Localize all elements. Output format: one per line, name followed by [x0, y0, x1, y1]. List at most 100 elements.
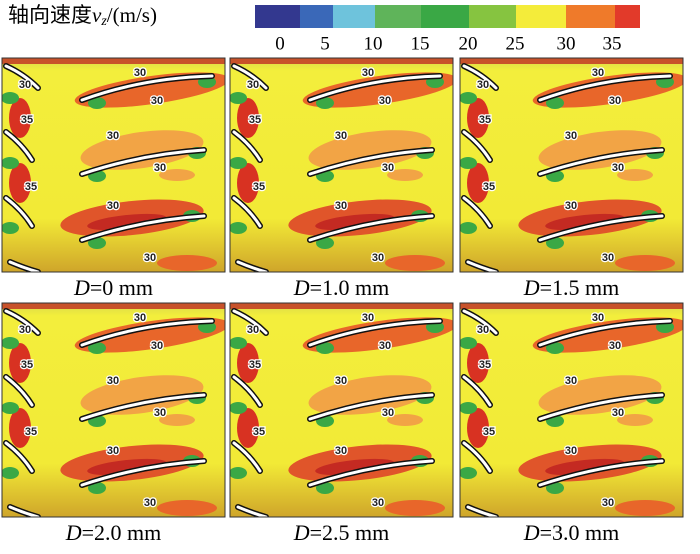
region-low	[460, 337, 477, 349]
contour-label: 30	[107, 130, 119, 142]
contour-label: 30	[612, 407, 624, 419]
region-peak	[237, 408, 259, 448]
contour-label: 30	[362, 67, 374, 79]
region-peak	[467, 98, 489, 138]
contour-label: 35	[483, 181, 495, 193]
blade	[538, 214, 664, 242]
blade	[80, 214, 206, 242]
panel-caption: D=1.5 mm	[523, 275, 620, 300]
contour-label: 30	[592, 312, 604, 324]
caption-text: =0 mm	[90, 275, 153, 300]
blade	[308, 459, 434, 487]
region-low	[460, 157, 477, 169]
contour-label: 35	[25, 181, 37, 193]
region-mid	[387, 414, 423, 426]
panel-body	[2, 58, 225, 272]
blade	[232, 64, 268, 90]
region-low	[460, 402, 477, 414]
contour-label: 35	[479, 359, 491, 371]
region-low	[2, 157, 19, 169]
contour-label: 30	[565, 375, 577, 387]
region-mid	[617, 169, 653, 181]
region-low	[460, 467, 477, 479]
panel-border	[229, 57, 454, 273]
contour-label: 30	[107, 445, 119, 457]
contour-label: 35	[253, 181, 265, 193]
colorbar-tick-label: 15	[411, 33, 430, 54]
region-high	[74, 72, 225, 108]
region-low	[88, 97, 106, 109]
blade	[462, 375, 492, 407]
panel-caption: D=0 mm	[73, 275, 153, 300]
blade	[538, 393, 664, 421]
contour-label: 30	[134, 67, 146, 79]
top-band	[2, 58, 225, 64]
colorbar-tick-label: 0	[275, 33, 285, 54]
region-low	[230, 157, 247, 169]
region-low	[2, 467, 19, 479]
region-low	[460, 92, 477, 104]
region-low	[316, 97, 334, 109]
contour-label: 30	[335, 200, 347, 212]
panel-border	[459, 302, 684, 518]
region-peak	[9, 163, 31, 203]
region-peak	[467, 163, 489, 203]
blade	[232, 441, 262, 473]
region-mid	[157, 255, 217, 271]
contour-label: 30	[565, 200, 577, 212]
contour-label: 30	[609, 95, 621, 107]
blade	[462, 441, 492, 473]
region-low	[2, 402, 19, 414]
panel-body	[460, 58, 683, 272]
colorbar-title: 轴向速度vz/(m/s)	[8, 3, 157, 29]
region-high	[302, 317, 453, 353]
blade	[538, 74, 672, 102]
region-peak	[467, 408, 489, 448]
contour-label: 30	[612, 162, 624, 174]
region-mid	[615, 500, 675, 516]
region-high	[302, 72, 453, 108]
contour-panel: 30 30 30 35 30 30 35 30 30	[1, 302, 226, 518]
contour-label: 35	[249, 114, 261, 126]
panel-caption: D=2.0 mm	[65, 520, 162, 545]
top-band	[230, 303, 453, 309]
blade	[4, 441, 34, 473]
contour-label: 30	[335, 375, 347, 387]
blade	[462, 196, 492, 228]
region-peak	[237, 98, 259, 138]
contour-label: 30	[107, 200, 119, 212]
contour-label: 30	[154, 162, 166, 174]
region-high	[80, 130, 204, 170]
blade	[308, 214, 434, 242]
blade	[80, 148, 206, 176]
contour-label: 30	[565, 445, 577, 457]
region-low	[546, 342, 564, 354]
panel-caption: D=2.5 mm	[293, 520, 390, 545]
region-mid	[615, 255, 675, 271]
blade	[538, 319, 672, 347]
blade	[462, 130, 492, 162]
contour-label: 35	[479, 114, 491, 126]
region-low	[316, 482, 334, 494]
contour-label: 30	[379, 95, 391, 107]
panel-border	[1, 302, 226, 518]
contour-label: 30	[19, 79, 31, 91]
blade	[308, 74, 442, 102]
region-low	[2, 92, 19, 104]
contour-label: 30	[19, 324, 31, 336]
contour-label: 30	[144, 252, 156, 264]
contour-label: 30	[247, 324, 259, 336]
region-peak	[237, 343, 259, 383]
region-low	[230, 467, 247, 479]
blade	[466, 505, 498, 517]
panel-caption: D=1.0 mm	[293, 275, 390, 300]
blade	[308, 148, 434, 176]
blade	[236, 505, 268, 517]
region-low	[230, 92, 247, 104]
region-low	[546, 237, 564, 249]
region-high	[308, 375, 432, 415]
blade	[466, 260, 498, 272]
contour-label: 30	[107, 375, 119, 387]
contour-label: 35	[249, 359, 261, 371]
contour-label: 30	[372, 497, 384, 509]
